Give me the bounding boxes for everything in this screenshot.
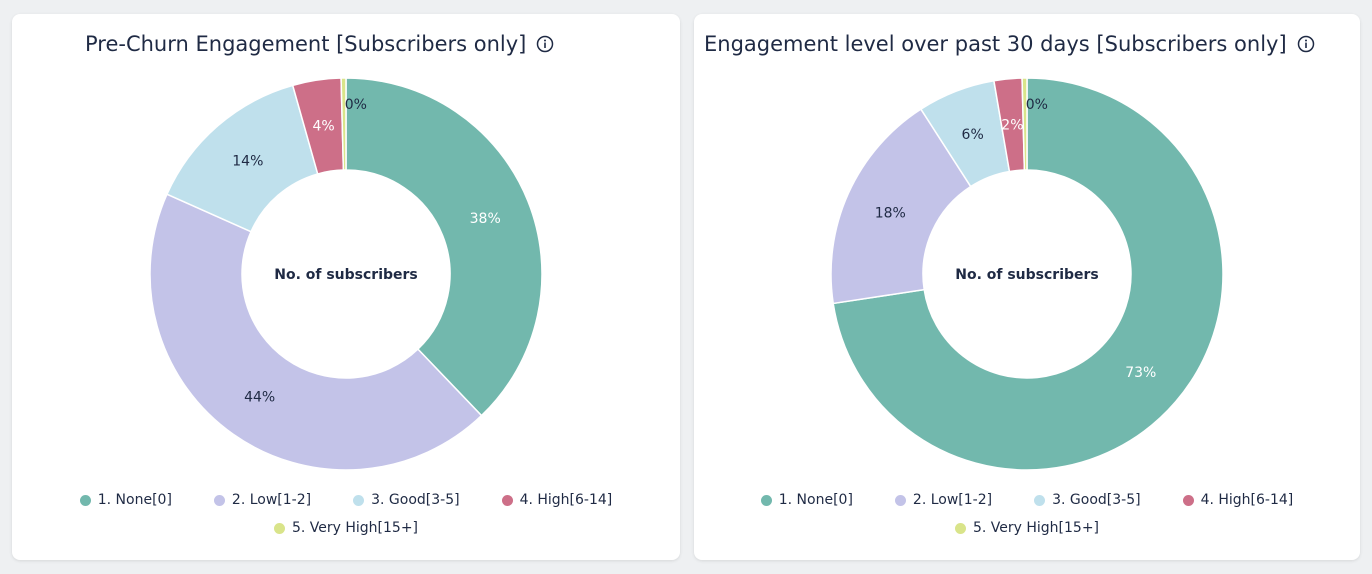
legend-dot [954, 522, 966, 534]
legend-item-high[interactable]: 4. High[6-14] [501, 492, 612, 508]
donut-chart-engagement-30-days: 73% 18% 6% 2%0% No. of subscribers [830, 77, 1224, 471]
info-circle-icon[interactable] [536, 35, 554, 53]
legend-item-low[interactable]: 2. Low[1-2] [213, 492, 311, 508]
legend-item-none[interactable]: 1. None[0] [79, 492, 172, 508]
legend-item-none[interactable]: 1. None[0] [760, 492, 853, 508]
chart-card-engagement-30-days: Engagement level over past 30 days [Subs… [694, 14, 1360, 560]
slice-label-2: 18% [875, 205, 906, 221]
chart-legend: 1. None[0] 2. Low[1-2] 3. Good[3-5] 4. H… [12, 492, 680, 548]
chart-legend: 1. None[0] 2. Low[1-2] 3. Good[3-5] 4. H… [694, 492, 1360, 548]
legend-dot [1182, 494, 1194, 506]
legend-item-high[interactable]: 4. High[6-14] [1182, 492, 1293, 508]
donut-slice-2[interactable] [830, 108, 972, 305]
legend-item-very-high[interactable]: 5. Very High[15+] [273, 520, 418, 536]
slice-label-1: 73% [1125, 365, 1156, 381]
legend-dot [894, 494, 906, 506]
donut-slice-5[interactable] [1021, 77, 1028, 171]
slice-label-5: 0% [1026, 97, 1048, 113]
donut-center-label: No. of subscribers [274, 267, 418, 283]
legend-dot [79, 494, 91, 506]
donut-chart-pre-churn: 38% 44% 14% 4% 0% No. of subscribers [149, 77, 543, 471]
info-circle-icon[interactable] [1297, 35, 1315, 53]
legend-item-good[interactable]: 3. Good[3-5] [353, 492, 460, 508]
slice-label-1: 38% [470, 211, 501, 227]
legend-dot [1034, 494, 1046, 506]
chart-title: Pre-Churn Engagement [Subscribers only] [85, 32, 554, 56]
chart-title-text: Pre-Churn Engagement [Subscribers only] [85, 32, 527, 56]
legend-dot [501, 494, 513, 506]
slice-label-5: 0% [345, 97, 367, 113]
legend-dot [213, 494, 225, 506]
legend-dot [353, 494, 365, 506]
donut-slice-2[interactable] [149, 193, 483, 471]
legend-dot [273, 522, 285, 534]
chart-title: Engagement level over past 30 days [Subs… [704, 32, 1315, 56]
slice-label-4: 2% [1001, 118, 1023, 134]
legend-item-low[interactable]: 2. Low[1-2] [894, 492, 992, 508]
donut-slice-1[interactable] [832, 77, 1224, 471]
legend-dot [760, 494, 772, 506]
legend-item-very-high[interactable]: 5. Very High[15+] [954, 520, 1099, 536]
chart-title-text: Engagement level over past 30 days [Subs… [704, 32, 1287, 56]
slice-label-2: 44% [244, 390, 275, 406]
slice-label-4: 4% [312, 119, 334, 135]
donut-center-label: No. of subscribers [955, 267, 1099, 283]
donut-slice-5[interactable] [340, 77, 347, 171]
donut-slice-1[interactable] [345, 77, 543, 417]
slice-label-3: 14% [232, 154, 263, 170]
legend-item-good[interactable]: 3. Good[3-5] [1034, 492, 1141, 508]
chart-card-pre-churn: Pre-Churn Engagement [Subscribers only] … [12, 14, 680, 560]
slice-label-3: 6% [962, 127, 984, 143]
